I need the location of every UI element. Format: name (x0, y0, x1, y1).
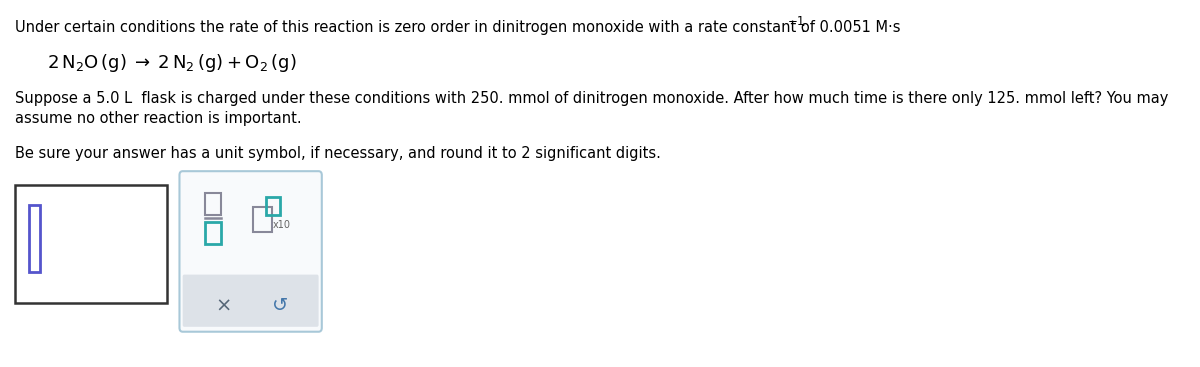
Text: :: : (800, 19, 805, 34)
Text: −1: −1 (788, 15, 805, 28)
Text: ↺: ↺ (272, 296, 289, 315)
FancyBboxPatch shape (180, 171, 322, 332)
Bar (205, 222, 221, 244)
Text: ×: × (215, 296, 232, 315)
Bar (266, 197, 281, 215)
Text: assume no other reaction is important.: assume no other reaction is important. (14, 111, 301, 126)
Bar (29, 205, 41, 272)
FancyBboxPatch shape (182, 275, 318, 327)
Text: x10: x10 (274, 221, 292, 230)
Bar (205, 193, 221, 215)
Bar (253, 207, 272, 232)
Text: Be sure your answer has a unit symbol, if necessary, and round it to 2 significa: Be sure your answer has a unit symbol, i… (14, 146, 661, 161)
Bar (14, 185, 167, 303)
Text: Under certain conditions the rate of this reaction is zero order in dinitrogen m: Under certain conditions the rate of thi… (14, 19, 900, 34)
Text: $2\,\mathrm{N_2O\,(g)\;\rightarrow\;2\,N_2\,(g)+O_2\,(g)}$: $2\,\mathrm{N_2O\,(g)\;\rightarrow\;2\,N… (47, 52, 296, 74)
Text: Suppose a 5.0 L  flask is charged under these conditions with 250. mmol of dinit: Suppose a 5.0 L flask is charged under t… (14, 91, 1168, 106)
